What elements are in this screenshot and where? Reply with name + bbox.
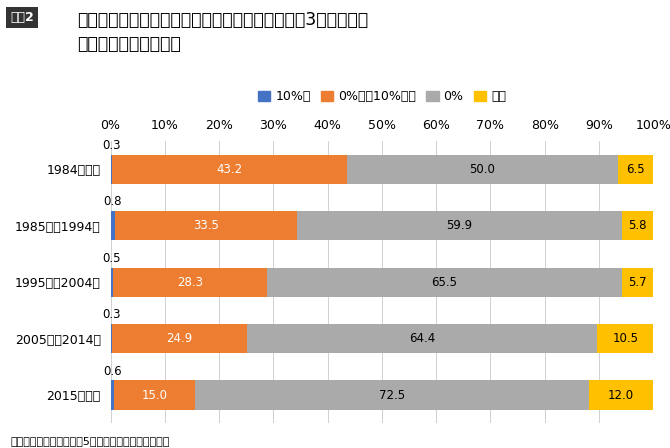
Bar — [111, 267, 113, 297]
Text: 5.8: 5.8 — [628, 219, 647, 233]
Text: 59.9: 59.9 — [446, 219, 472, 233]
Text: 43.2: 43.2 — [216, 163, 243, 176]
Legend: 10%超, 0%超～10%以下, 0%, 不明: 10%超, 0%超～10%以下, 0%, 不明 — [253, 85, 511, 108]
Bar — [111, 324, 112, 353]
Text: 50.0: 50.0 — [470, 163, 495, 176]
Bar — [115, 211, 297, 241]
Text: 33.5: 33.5 — [193, 219, 218, 233]
Text: 6.5: 6.5 — [626, 163, 645, 176]
Bar — [597, 324, 654, 353]
Text: 24.9: 24.9 — [167, 332, 193, 345]
Text: 0.3: 0.3 — [102, 139, 121, 152]
Bar — [247, 324, 597, 353]
Text: 65.5: 65.5 — [431, 276, 458, 289]
Text: 0.6: 0.6 — [103, 365, 121, 378]
Bar — [622, 267, 653, 297]
Text: 12.0: 12.0 — [608, 388, 634, 402]
Bar — [346, 155, 618, 184]
Bar — [297, 211, 622, 241]
Bar — [195, 380, 589, 410]
Text: 64.4: 64.4 — [409, 332, 436, 345]
Text: 5.7: 5.7 — [628, 276, 647, 289]
Text: 28.3: 28.3 — [177, 276, 203, 289]
Text: 10.5: 10.5 — [612, 332, 639, 345]
Bar — [111, 211, 115, 241]
Bar — [618, 155, 653, 184]
Bar — [267, 267, 622, 297]
Text: 0.8: 0.8 — [103, 195, 122, 208]
Bar — [112, 324, 247, 353]
Text: 15.0: 15.0 — [141, 388, 168, 402]
Text: 出典：国土交通省「令和5年度マンション総合調査」: 出典：国土交通省「令和5年度マンション総合調査」 — [10, 436, 170, 446]
Bar — [111, 155, 112, 184]
Text: 完成年次帯別の管理費または修繕積立金の滞納（3カ月以上）
の有無と滞納住戸割合: 完成年次帯別の管理費または修繕積立金の滞納（3カ月以上） の有無と滞納住戸割合 — [77, 11, 369, 53]
Bar — [112, 155, 346, 184]
Bar — [113, 267, 267, 297]
Bar — [622, 211, 653, 241]
Text: 図表2: 図表2 — [10, 11, 34, 24]
Bar — [111, 380, 114, 410]
Text: 72.5: 72.5 — [379, 388, 405, 402]
Text: 0.3: 0.3 — [102, 308, 121, 321]
Bar — [114, 380, 195, 410]
Text: 0.5: 0.5 — [103, 252, 121, 265]
Bar — [589, 380, 654, 410]
